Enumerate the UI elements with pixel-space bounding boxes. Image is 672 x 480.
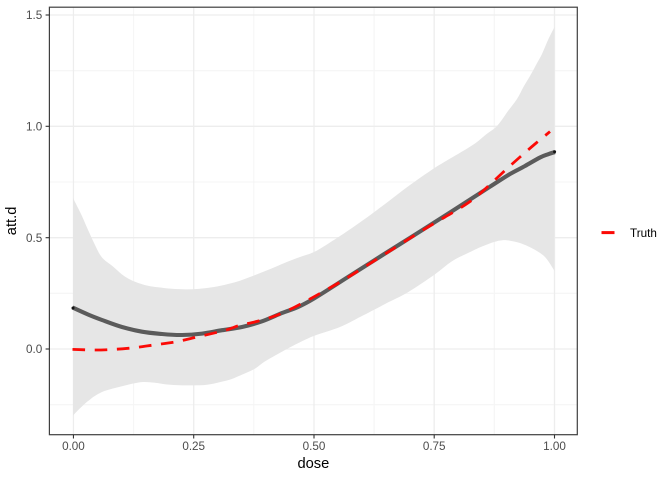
svg-text:1.0: 1.0 [26, 121, 43, 134]
svg-text:0.75: 0.75 [423, 440, 446, 453]
svg-text:1.5: 1.5 [26, 9, 43, 22]
svg-text:1.00: 1.00 [543, 440, 566, 453]
svg-text:0.5: 0.5 [26, 232, 43, 245]
svg-text:0.50: 0.50 [303, 440, 326, 453]
svg-text:0.0: 0.0 [26, 343, 43, 356]
svg-text:att.d: att.d [4, 207, 20, 236]
svg-text:dose: dose [297, 456, 329, 472]
svg-text:0.25: 0.25 [182, 440, 205, 453]
svg-text:0.00: 0.00 [62, 440, 85, 453]
svg-text:Truth: Truth [630, 227, 657, 240]
